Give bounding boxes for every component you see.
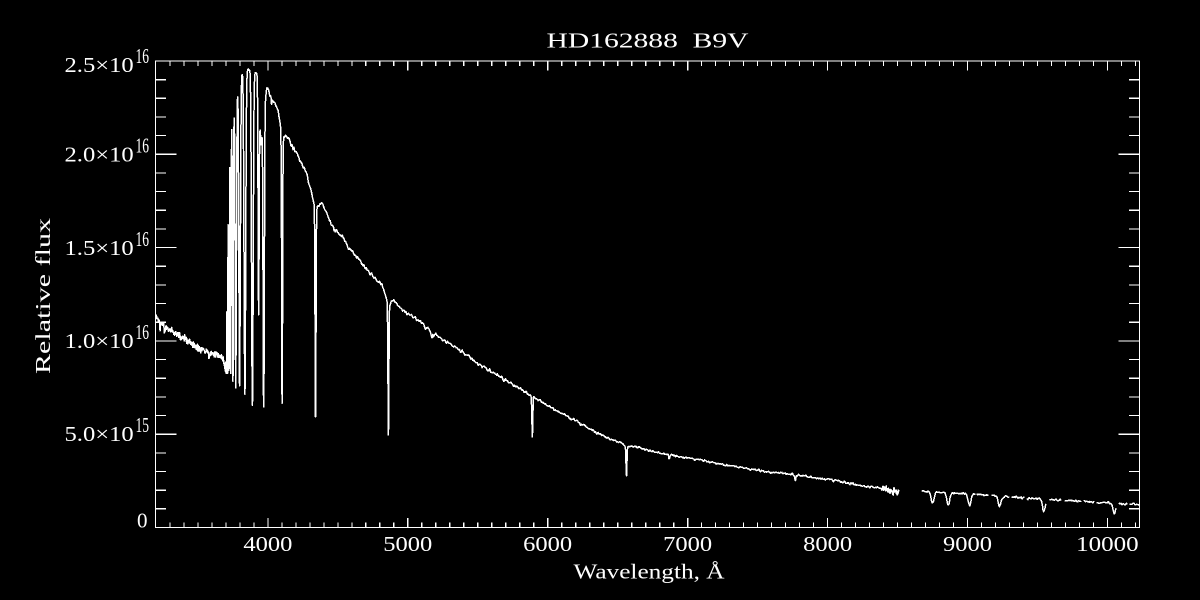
svg-text:5000: 5000 [383, 532, 432, 556]
svg-text:Relative flux: Relative flux [31, 217, 55, 374]
svg-text:5.0×10: 5.0×10 [65, 422, 134, 446]
svg-text:16: 16 [136, 320, 150, 344]
svg-text:Wavelength, Å: Wavelength, Å [574, 560, 726, 584]
svg-text:2.0×10: 2.0×10 [65, 143, 134, 167]
svg-text:0: 0 [137, 508, 148, 532]
svg-text:10000: 10000 [1076, 532, 1139, 556]
svg-text:2.5×10: 2.5×10 [65, 53, 134, 77]
svg-text:HD162888 B9V: HD162888 B9V [547, 29, 749, 53]
svg-text:4000: 4000 [243, 532, 292, 556]
svg-text:6000: 6000 [523, 532, 572, 556]
svg-text:9000: 9000 [943, 532, 992, 556]
svg-text:15: 15 [136, 413, 150, 437]
svg-text:16: 16 [136, 227, 150, 251]
svg-text:1.5×10: 1.5×10 [65, 236, 134, 260]
svg-text:8000: 8000 [803, 532, 852, 556]
svg-text:16: 16 [136, 44, 150, 68]
svg-text:16: 16 [136, 134, 150, 158]
svg-text:1.0×10: 1.0×10 [65, 329, 134, 353]
svg-text:7000: 7000 [663, 532, 712, 556]
